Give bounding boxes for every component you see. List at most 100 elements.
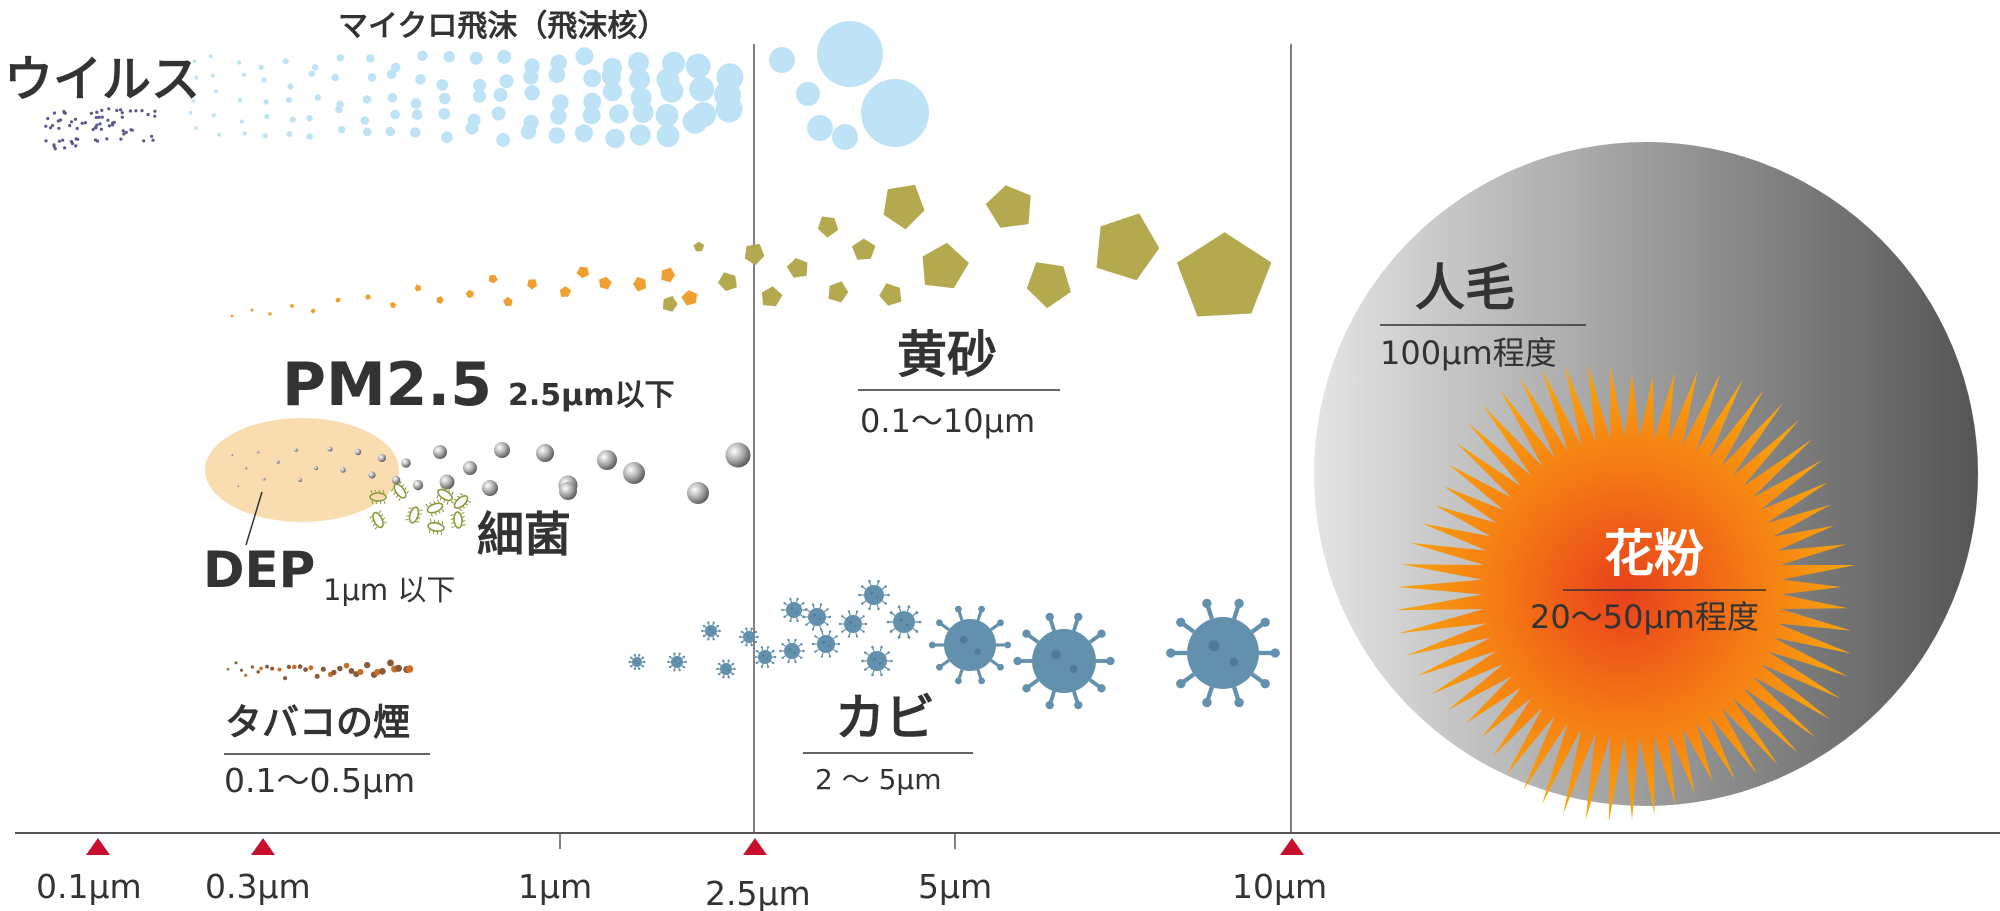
virus-dot [120,111,124,115]
droplet [520,124,537,140]
pm-particle [536,444,554,462]
hair-label: 人毛 [1415,259,1515,317]
bacterium-icon [425,499,445,517]
bacterium-icon [450,493,472,511]
virus-dot [115,108,119,113]
pm-particle [313,465,319,471]
sand-particle [390,302,397,309]
virus-dot [68,124,72,128]
sand-particle [488,274,498,284]
smoke-particle [286,664,292,670]
pm-particle [236,484,240,488]
virus-dot [91,127,95,132]
bacterium-icon [405,506,423,524]
mold-spore-icon [838,610,868,638]
droplet [415,74,426,85]
virus-dot [46,116,50,121]
droplet [211,113,216,118]
droplet [443,51,456,63]
droplet [239,119,244,124]
droplet [285,97,292,104]
smoke-particle [297,664,303,669]
virus-dot [129,128,133,132]
droplet [362,95,372,104]
mold-label: カビ [835,689,935,747]
droplet [609,104,629,124]
droplet [410,98,422,109]
droplet [262,133,268,139]
size-marker-triangle [86,838,110,855]
pm-particle [327,446,333,452]
pm-particle [482,480,498,496]
bacterium-icon [450,511,466,529]
sand-particle [436,296,444,304]
droplet [417,50,428,62]
virus-dot [107,124,111,128]
virus-dot [80,121,84,125]
droplet [241,72,247,77]
smoke-particle [331,669,337,676]
sand-particle [527,279,537,290]
sand-particle [576,266,590,279]
virus-dot [128,109,132,113]
droplet [689,76,715,102]
smoke-particle [357,668,364,675]
droplet [242,131,247,136]
virus-dot [95,123,99,127]
mold-spore-icon [1013,612,1115,710]
smoke-particle [270,666,275,671]
virus-dot [97,115,101,119]
smoke-particle [394,664,403,672]
virus-dot [44,124,48,128]
pm-particle [412,479,424,491]
axis-tick-label: 0.1μm [36,867,142,906]
droplet [715,95,743,123]
virus-dot [94,115,98,120]
virus-dot [57,126,61,130]
droplet [473,78,486,92]
mold-spore-icon [811,630,841,658]
droplet [861,79,929,147]
droplet [282,58,289,65]
sand-particle [828,281,849,303]
droplet [552,94,569,111]
droplet [548,127,566,144]
sand-particle [633,276,646,292]
pollen-spikes [1395,364,1856,823]
pm-particle [433,445,447,459]
droplet [366,54,375,63]
sand-particle [922,242,969,289]
virus-dot [50,124,55,128]
sand-particle [661,267,676,283]
sand-particle [268,312,272,316]
dep-sub-label: 1μm 以下 [323,573,455,607]
droplet [286,131,293,137]
droplet [574,124,593,143]
mold-spore-icon [886,605,922,639]
mold-spore-icon [1166,598,1280,708]
pm-particle [401,458,411,468]
pm-particle [597,450,617,470]
virus-dot [52,111,57,115]
pm-particle [391,475,401,485]
virus-dot [74,144,78,148]
droplet [306,114,313,122]
mold-spore-icon [753,646,777,668]
pm-particle [725,442,751,468]
smoke-particle [320,666,326,672]
droplet [188,111,193,115]
virus-dot [57,139,62,143]
sand-particle [465,289,474,298]
mold-spore-icon [781,597,807,623]
droplet [436,79,449,91]
droplet [336,54,345,62]
pm-particle [276,460,280,464]
droplet [390,109,400,120]
droplet [217,132,222,137]
droplet [306,133,314,140]
virus-dot [95,139,100,143]
virus-dot [69,140,73,144]
sand-particle [744,243,765,266]
virus-dot [111,123,115,127]
virus-dot [153,109,157,113]
